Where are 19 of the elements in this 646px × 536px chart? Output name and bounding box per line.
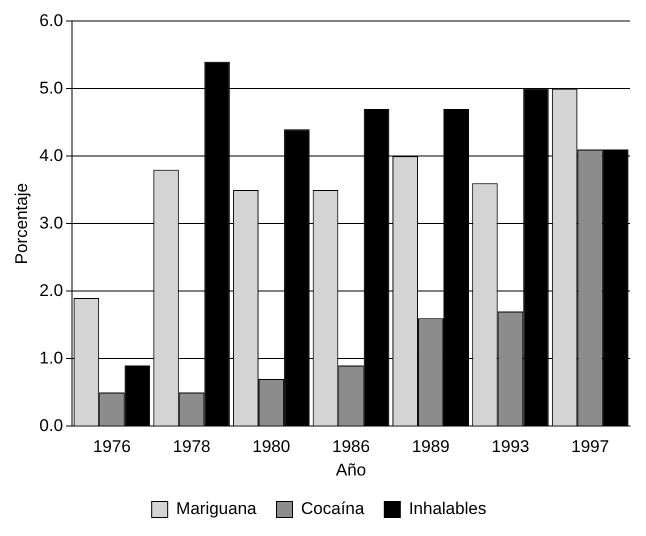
- legend-label: Inhalables: [408, 499, 486, 518]
- y-tick-label: 1.0: [39, 348, 64, 368]
- y-tick-label: 4.0: [39, 146, 64, 165]
- y-tick-label: 2.0: [39, 280, 64, 300]
- x-tick-label: 1986: [332, 437, 370, 456]
- x-tick-label: 1978: [172, 437, 211, 456]
- y-tick-label: 6.0: [39, 10, 64, 30]
- x-tick-label: 1989: [412, 437, 450, 456]
- x-tick-label: 1976: [92, 437, 131, 456]
- x-axis-title: Año: [336, 460, 366, 480]
- y-tick-label: 3.0: [39, 213, 64, 232]
- x-tick-label: 1980: [252, 437, 290, 456]
- x-tick-label: 1997: [571, 437, 610, 456]
- y-tick-label: 5.0: [39, 78, 64, 98]
- y-tick-label: 0.0: [39, 416, 64, 435]
- x-tick-label: 1993: [492, 437, 530, 456]
- y-axis-title: Porcentaje: [12, 183, 31, 264]
- legend-label: Cocaína: [301, 499, 365, 518]
- legend-label: Mariguana: [176, 499, 258, 518]
